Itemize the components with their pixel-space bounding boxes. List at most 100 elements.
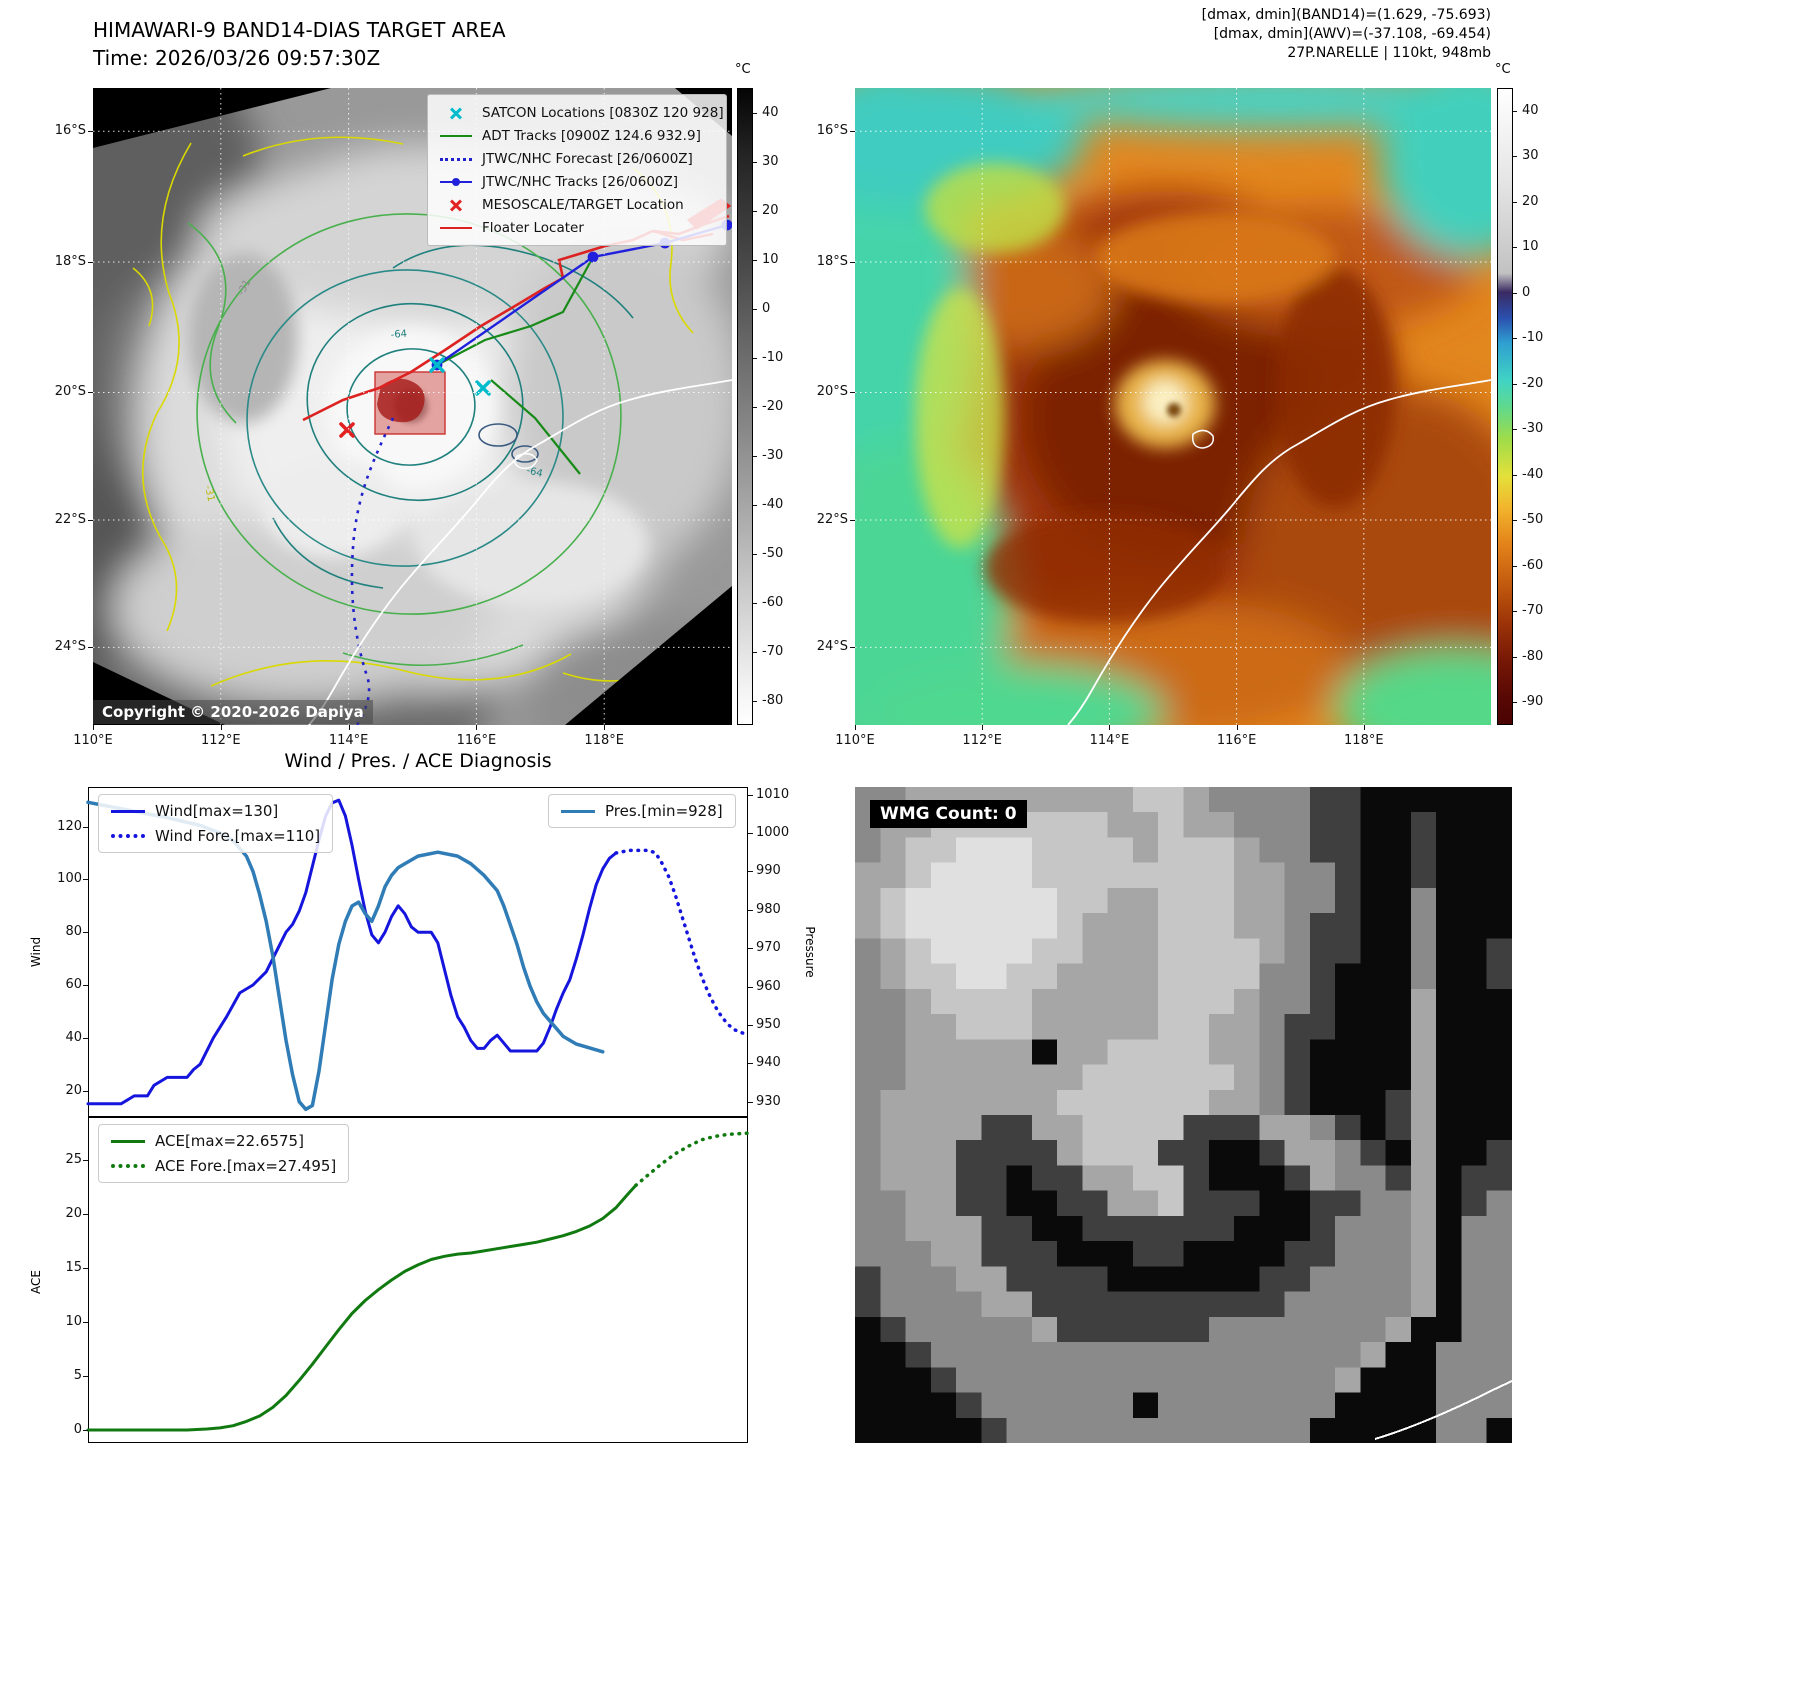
pressure-tick-mark [748,1101,753,1103]
wind-tick-mark [83,985,88,986]
legend-label: ADT Tracks [0900Z 124.6 932.9] [482,127,701,144]
awv-map [855,88,1491,725]
x-tick-label: 110°E [835,733,875,748]
awv-satellite-image [855,88,1491,725]
colorbar-tick-label: -20 [762,398,784,414]
colorbar-tick-mark [1513,520,1517,522]
line-red-marker [438,220,474,236]
wind-legend-label: Wind[max=130] [155,802,279,820]
dotted-blue-marker [438,151,474,167]
legend-item: ACE Fore.[max=27.495] [111,1157,336,1175]
ace-forecast-legend-label: ACE Fore.[max=27.495] [155,1157,337,1175]
x-tick-mark [220,725,222,730]
y-tick-mark [850,131,855,133]
colorbar-tick-mark [1513,611,1517,613]
wind-tick-label: 20 [65,1082,82,1098]
ace-tick-mark [83,1214,88,1216]
y-tick-label: 24°S [816,639,848,655]
legend-item: Wind Fore.[max=110] [111,827,320,845]
colorbar-tick-label: -40 [762,496,784,512]
pressure-tick-label: 930 [756,1093,781,1109]
colorbar-tick-label: -40 [1522,466,1544,482]
pressure-legend: Pres.[min=928] [548,794,736,828]
wind-line-swatch [111,809,145,813]
target-core-shading [377,378,425,423]
colorbar-tick-mark [753,112,757,114]
colorbar-tick-mark [753,651,757,653]
y-tick-label: 16°S [816,123,848,139]
awv-eye-swirl [1167,403,1181,417]
pressure-tick-label: 940 [756,1055,781,1071]
x-tick-mark [604,725,606,730]
legend-item: ADT Tracks [0900Z 124.6 932.9] [438,126,716,145]
contour-label: -64 [525,465,544,480]
colorbar-tick-label: -20 [1522,375,1544,391]
colorbar-tick-mark [1513,201,1517,203]
colorbar-tick-mark [753,504,757,506]
ace-tick-mark [83,1160,88,1162]
colorbar-tick-label: -70 [762,643,784,659]
x-tick-label: 116°E [1216,733,1257,748]
pressure-tick-label: 990 [756,863,781,879]
colorbar-tick-label: -30 [762,447,784,463]
pressure-tick-mark [748,833,753,835]
legend-label: JTWC/NHC Tracks [26/0600Z] [482,173,679,190]
colorbar-tick-mark [1513,110,1517,112]
coastline [308,379,732,725]
lat-lon-gridlines [855,88,1491,725]
ace-tick-label: 0 [73,1422,82,1438]
pressure-tick-mark [748,794,753,796]
x-red-marker [438,197,474,213]
colorbar-tick-label: -50 [1522,512,1544,528]
pressure-legend-label: Pres.[min=928] [605,802,723,820]
colorbar-tick-mark [1513,429,1517,431]
cloud-core [188,253,648,605]
wind-tick-label: 120 [57,818,82,834]
colorbar-tick-mark [753,259,757,261]
ace-tick-label: 15 [65,1260,82,1276]
x-tick-mark [1363,725,1365,730]
band14-title: HIMAWARI-9 BAND14-DIAS TARGET AREA [93,18,506,42]
y-tick-label: 18°S [816,253,848,269]
colorbar-tick-mark [753,700,757,702]
wind-tick-label: 40 [65,1029,82,1045]
colorbar-tick-label: 10 [1522,239,1539,255]
contour-label: -31 [202,484,216,502]
wind-forecast-legend-label: Wind Fore.[max=110] [155,827,321,845]
wmg-image [855,787,1512,1443]
y-tick-label: 24°S [54,639,86,655]
adt-track [436,256,594,475]
y-tick-label: 18°S [54,253,86,269]
y-tick-mark [850,519,855,521]
legend-item: Wind[max=130] [111,802,320,820]
legend-label: JTWC/NHC Forecast [26/0600Z] [482,150,693,167]
band14-colorbar-unit: °C [735,62,751,77]
colorbar-tick-label: -10 [1522,330,1544,346]
colorbar-tick-label: 20 [762,202,779,218]
band14-time: Time: 2026/03/26 09:57:30Z [93,46,381,70]
colorbar-tick-label: 30 [1522,148,1539,164]
x-tick-label: 116°E [456,733,497,748]
mesoscale-x-marker [339,422,355,438]
colorbar-tick-mark [753,308,757,310]
ace-tick-mark [83,1376,88,1378]
awv-eye [1115,360,1215,448]
pressure-tick-mark [748,909,753,911]
y-tick-label: 20°S [816,384,848,400]
colorbar-tick-label: 10 [762,251,779,267]
x-tick-label: 114°E [328,733,369,748]
colorbar-tick-mark [753,455,757,457]
x-tick-label: 118°E [1344,733,1384,748]
wind-tick-mark [83,826,88,828]
colorbar-tick-mark [753,406,757,408]
colorbar-tick-label: -50 [762,545,784,561]
colorbar-tick-label: -70 [1522,603,1544,619]
colorbar-tick-mark [753,602,757,604]
pressure-tick-label: 1010 [756,786,790,802]
wind-tick-mark [83,879,88,881]
temperature-contours [132,136,694,687]
satcon-x-markers [429,357,491,396]
wind-tick-label: 100 [57,871,82,887]
ace-tick-label: 10 [65,1314,82,1330]
